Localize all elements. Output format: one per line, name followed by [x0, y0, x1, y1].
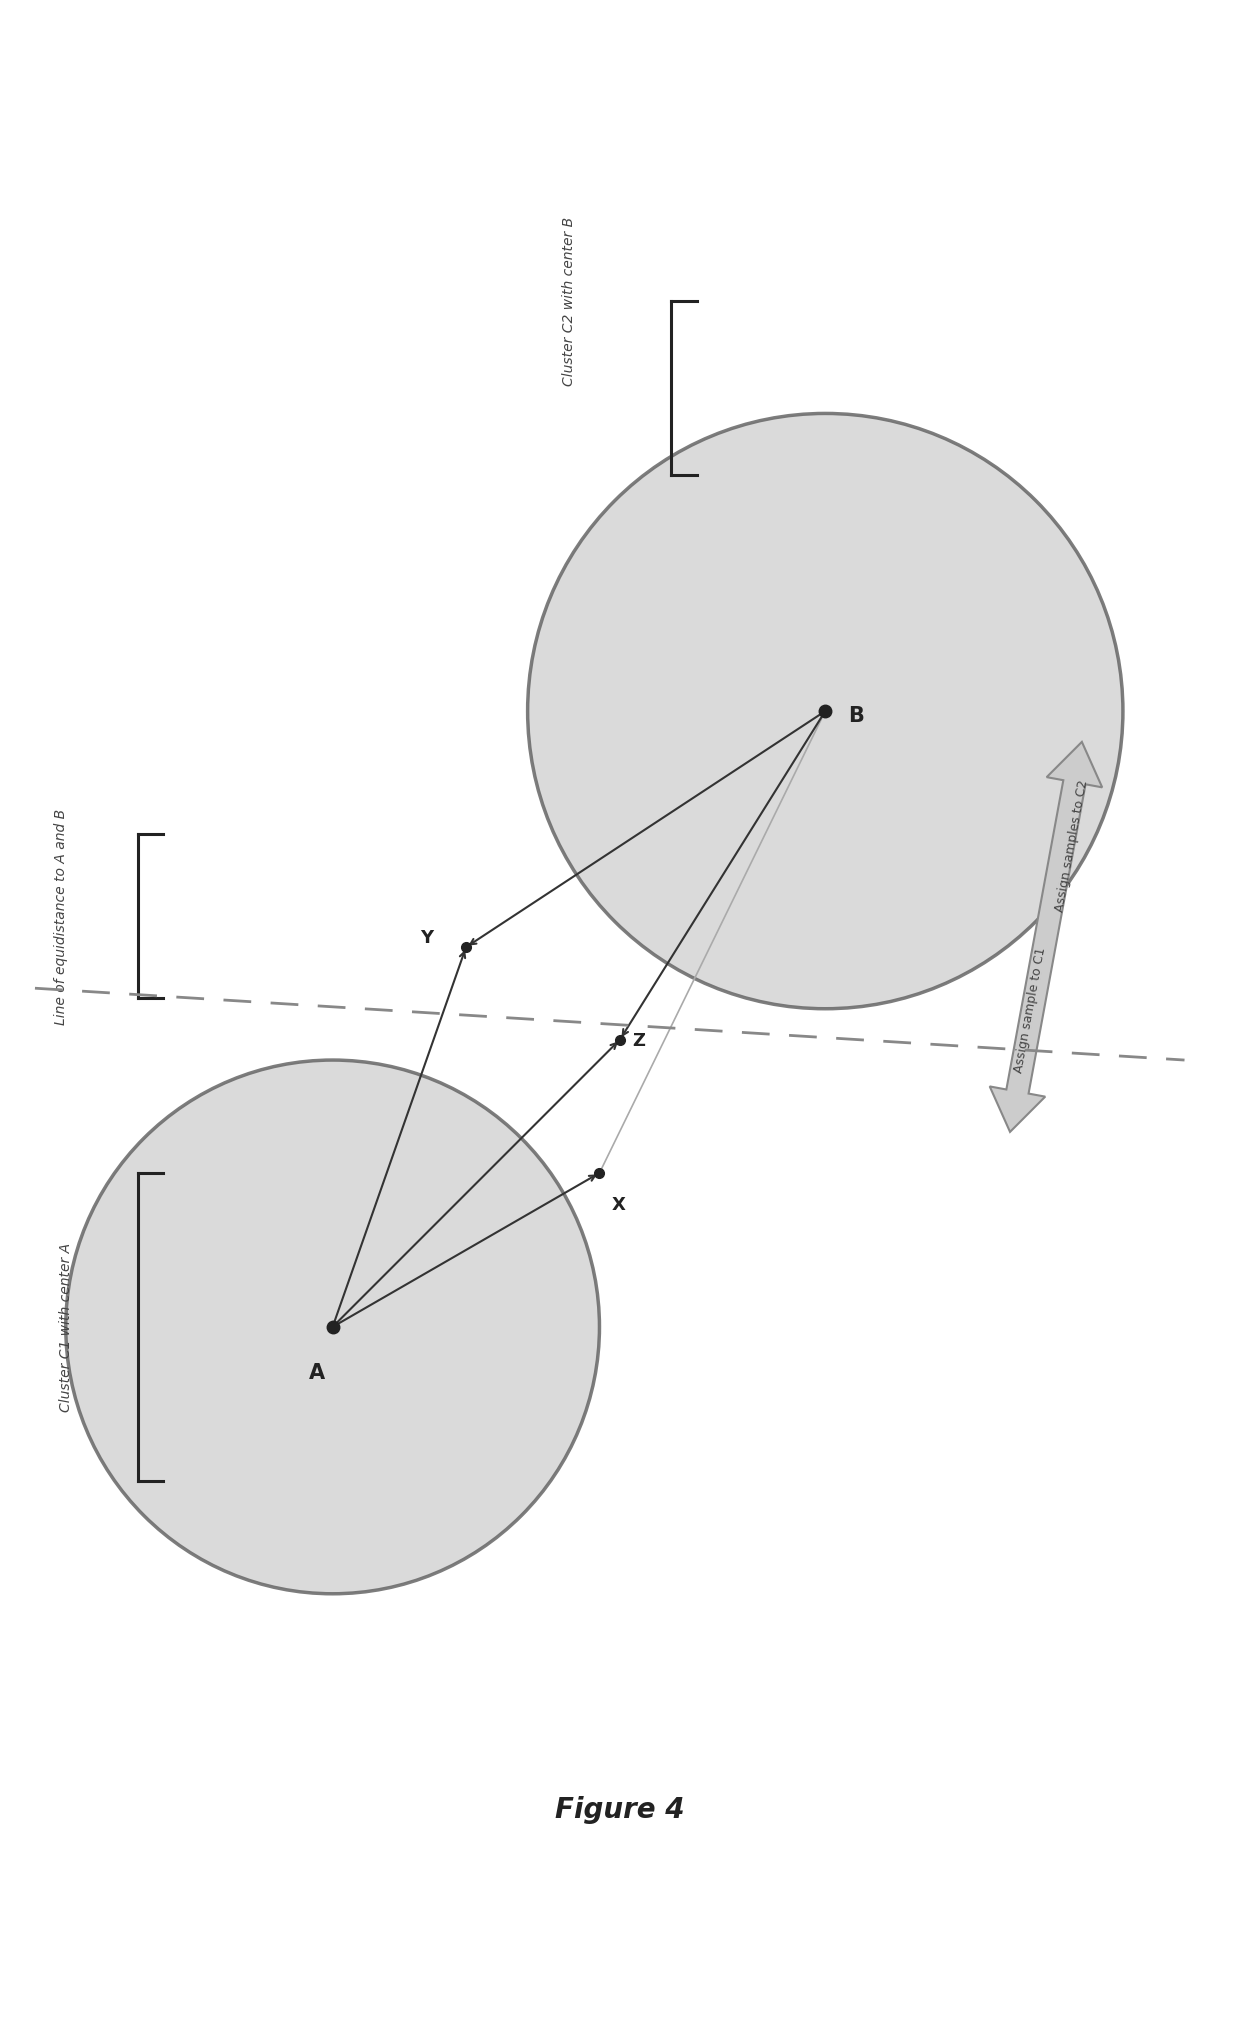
Text: X: X [611, 1195, 626, 1213]
Text: Cluster C2 with center B: Cluster C2 with center B [562, 216, 575, 385]
Text: Assign samples to C2: Assign samples to C2 [1053, 779, 1090, 911]
Text: Figure 4: Figure 4 [556, 1796, 684, 1823]
Text: A: A [309, 1362, 325, 1382]
Text: Y: Y [420, 928, 433, 946]
Polygon shape [990, 742, 1102, 1132]
Ellipse shape [66, 1060, 599, 1594]
Text: Assign sample to C1: Assign sample to C1 [1013, 946, 1049, 1073]
Text: Line of equidistance to A and B: Line of equidistance to A and B [53, 809, 68, 1026]
Ellipse shape [528, 414, 1123, 1009]
Text: B: B [848, 705, 864, 726]
Text: Cluster C1 with center A: Cluster C1 with center A [58, 1242, 73, 1411]
Text: Z: Z [632, 1032, 645, 1050]
